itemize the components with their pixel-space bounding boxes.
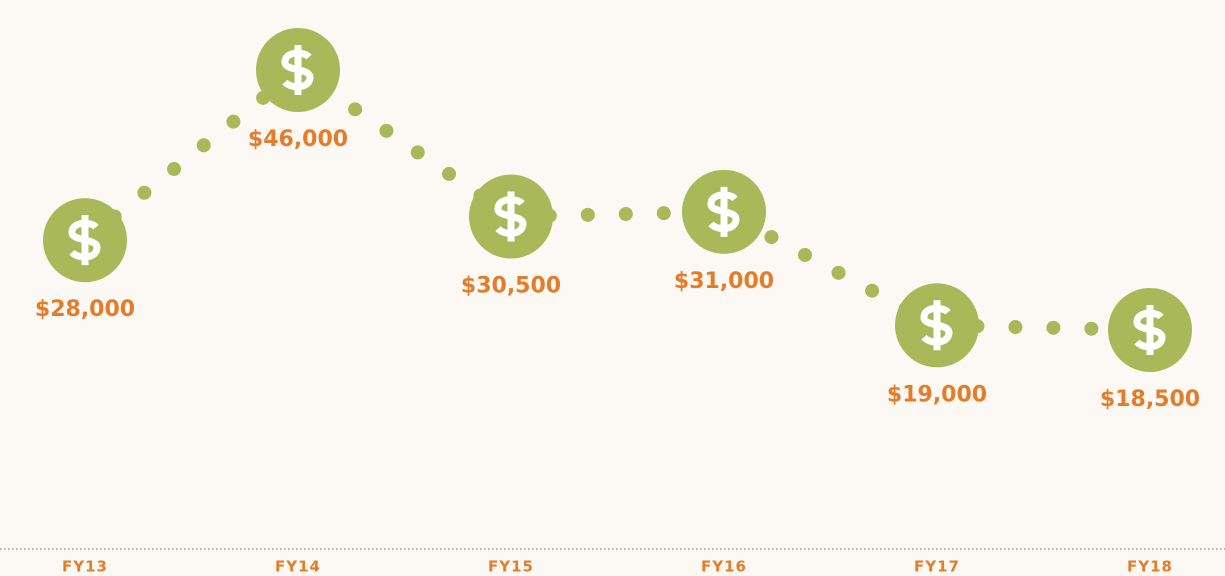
- value-label: $28,000: [35, 297, 135, 322]
- coin: [1108, 288, 1192, 372]
- x-tick-label: FY13: [62, 558, 108, 576]
- x-tick-label: FY15: [488, 558, 534, 576]
- value-label: $18,500: [1100, 387, 1200, 412]
- x-tick-label: FY17: [914, 558, 960, 576]
- coin: [682, 169, 766, 254]
- value-label: $46,000: [248, 127, 348, 152]
- dotted-line: [78, 61, 1157, 337]
- dollar-icon: [494, 191, 527, 242]
- dollar-icon: [68, 215, 101, 266]
- coin: [469, 174, 553, 259]
- coin: [256, 28, 340, 112]
- coin: [895, 283, 979, 368]
- value-label: $31,000: [674, 269, 774, 294]
- x-tick-label: FY14: [275, 558, 321, 576]
- value-label: $19,000: [887, 382, 987, 407]
- dollar-icon: [281, 45, 314, 95]
- coin: [43, 198, 127, 283]
- value-label: $30,500: [461, 274, 561, 299]
- dollar-icon: [1133, 305, 1166, 355]
- x-tick-label: FY18: [1127, 558, 1173, 576]
- dollar-icon: [920, 300, 953, 351]
- dollar-icon: [707, 186, 740, 237]
- x-tick-label: FY16: [701, 558, 747, 576]
